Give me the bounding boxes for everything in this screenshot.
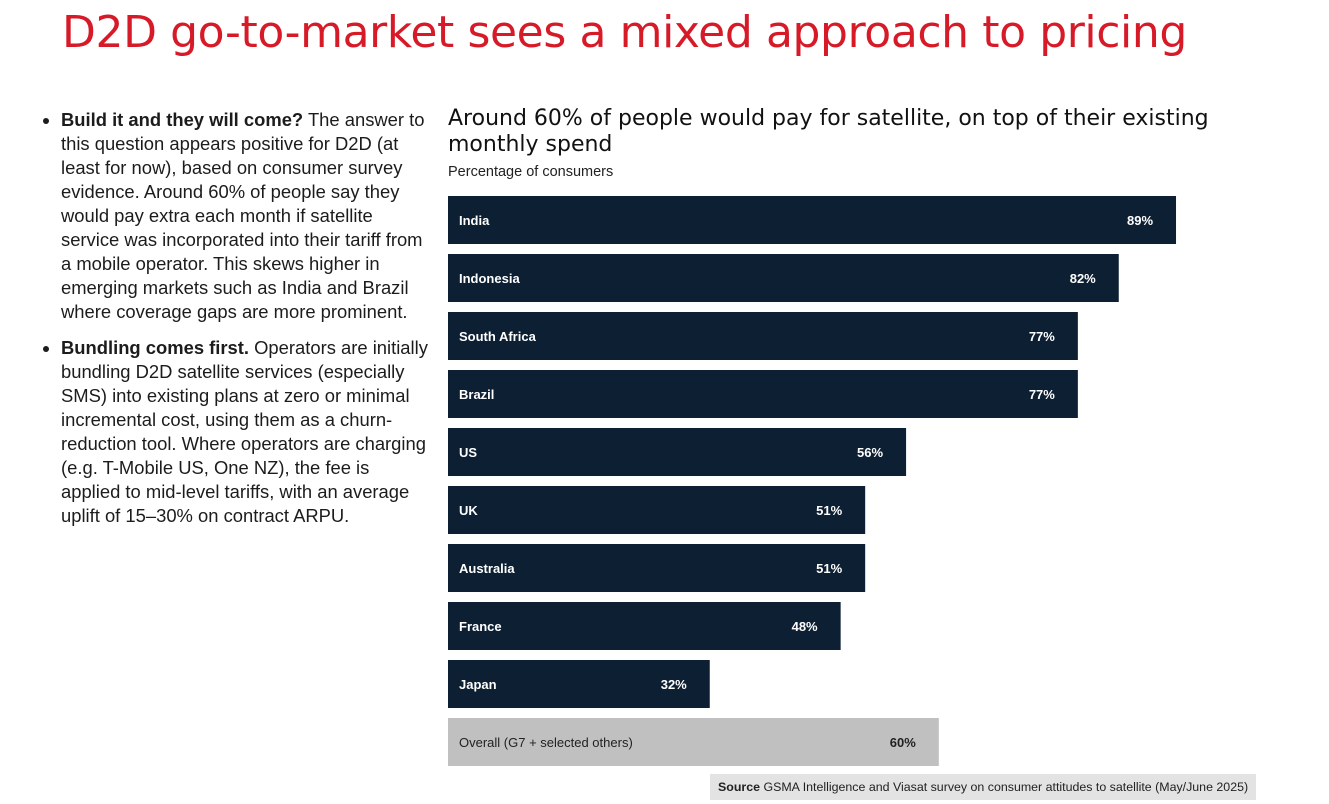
bullet-text: Operators are initially bundling D2D sat…: [61, 337, 428, 526]
source-text: GSMA Intelligence and Viasat survey on c…: [760, 780, 1249, 794]
bullet-lead: Bundling comes first.: [61, 337, 250, 358]
source-label: Source: [718, 780, 761, 794]
bar-overall-g7-selected-others: [448, 718, 939, 766]
bar-label-india: India: [459, 213, 490, 228]
bullet-text: The answer to this question appears posi…: [61, 109, 425, 322]
bar-australia: [448, 544, 866, 592]
bar-label-brazil: Brazil: [459, 387, 494, 402]
source-note: Source GSMA Intelligence and Viasat surv…: [710, 774, 1257, 800]
bar-value-japan: 32%: [661, 677, 687, 692]
bar-value-australia: 51%: [816, 561, 842, 576]
bar-label-overall-g7-selected-others: Overall (G7 + selected others): [459, 735, 633, 750]
chart-title: Around 60% of people would pay for satel…: [448, 106, 1209, 157]
bar-label-us: US: [459, 445, 477, 460]
bar-value-overall-g7-selected-others: 60%: [890, 735, 916, 750]
bullet-list: Build it and they will come? The answer …: [40, 108, 433, 540]
bar-indonesia: [448, 254, 1119, 302]
bar-value-indonesia: 82%: [1070, 271, 1096, 286]
bar-us: [448, 428, 907, 476]
bullet-lead: Build it and they will come?: [61, 109, 304, 130]
bar-japan: [448, 660, 710, 708]
bar-india: [448, 196, 1177, 244]
bar-value-south-africa: 77%: [1029, 329, 1055, 344]
bar-label-indonesia: Indonesia: [459, 271, 520, 286]
bullet-item: Bundling comes first. Operators are init…: [61, 336, 433, 528]
bar-value-france: 48%: [792, 619, 818, 634]
page-title: D2D go-to-market sees a mixed approach t…: [62, 7, 1187, 58]
bar-label-france: France: [459, 619, 502, 634]
bar-value-uk: 51%: [816, 503, 842, 518]
bar-label-south-africa: South Africa: [459, 329, 537, 344]
bar-label-australia: Australia: [459, 561, 515, 576]
bullet-item: Build it and they will come? The answer …: [61, 108, 433, 324]
bar-france: [448, 602, 841, 650]
bar-label-japan: Japan: [459, 677, 497, 692]
bar-value-brazil: 77%: [1029, 387, 1055, 402]
chart-subtitle: Percentage of consumers: [448, 164, 614, 180]
bar-value-india: 89%: [1127, 213, 1153, 228]
bar-south-africa: [448, 312, 1078, 360]
bar-brazil: [448, 370, 1078, 418]
bar-value-us: 56%: [857, 445, 883, 460]
bar-label-uk: UK: [459, 503, 478, 518]
bar-uk: [448, 486, 866, 534]
